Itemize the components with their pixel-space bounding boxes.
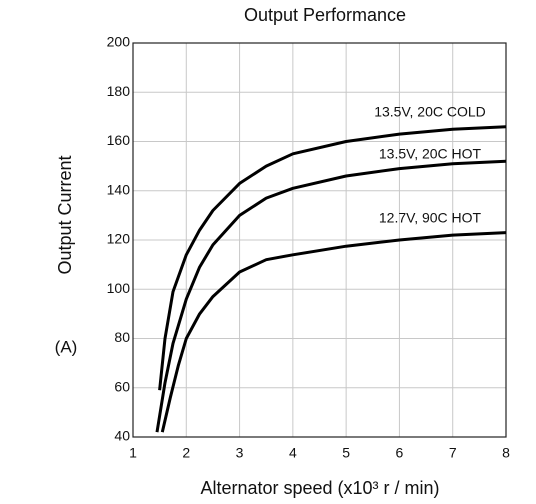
y-tick-label: 160 <box>107 132 131 148</box>
series-label: 13.5V, 20C COLD <box>374 104 486 120</box>
y-tick-label: 100 <box>107 280 131 296</box>
series-line <box>158 125 507 391</box>
x-tick-label: 6 <box>396 445 404 461</box>
y-tick-label: 180 <box>107 83 131 99</box>
y-tick-label: 80 <box>114 329 130 345</box>
x-tick-label: 1 <box>129 445 137 461</box>
chart-title: Output Performance <box>244 5 406 25</box>
x-tick-label: 5 <box>342 445 350 461</box>
x-tick-label: 4 <box>289 445 297 461</box>
x-tick-label: 7 <box>449 445 457 461</box>
x-tick-label: 8 <box>502 445 510 461</box>
y-tick-label: 140 <box>107 181 131 197</box>
x-tick-label: 2 <box>182 445 190 461</box>
series-label: 13.5V, 20C HOT <box>379 146 482 162</box>
y-tick-label: 120 <box>107 231 131 247</box>
series-label: 12.7V, 90C HOT <box>379 210 482 226</box>
y-tick-label: 60 <box>114 378 130 394</box>
series-line <box>160 231 507 433</box>
y-tick-label: 40 <box>114 428 130 444</box>
plot-frame <box>132 42 507 438</box>
x-tick-label: 3 <box>236 445 244 461</box>
y-axis-unit: (A) <box>55 337 78 356</box>
x-axis-label: Alternator speed (x10³ r / min) <box>200 478 439 498</box>
series-line <box>155 159 507 433</box>
y-axis-label: Output Current <box>55 155 75 274</box>
y-tick-label: 200 <box>107 34 131 50</box>
